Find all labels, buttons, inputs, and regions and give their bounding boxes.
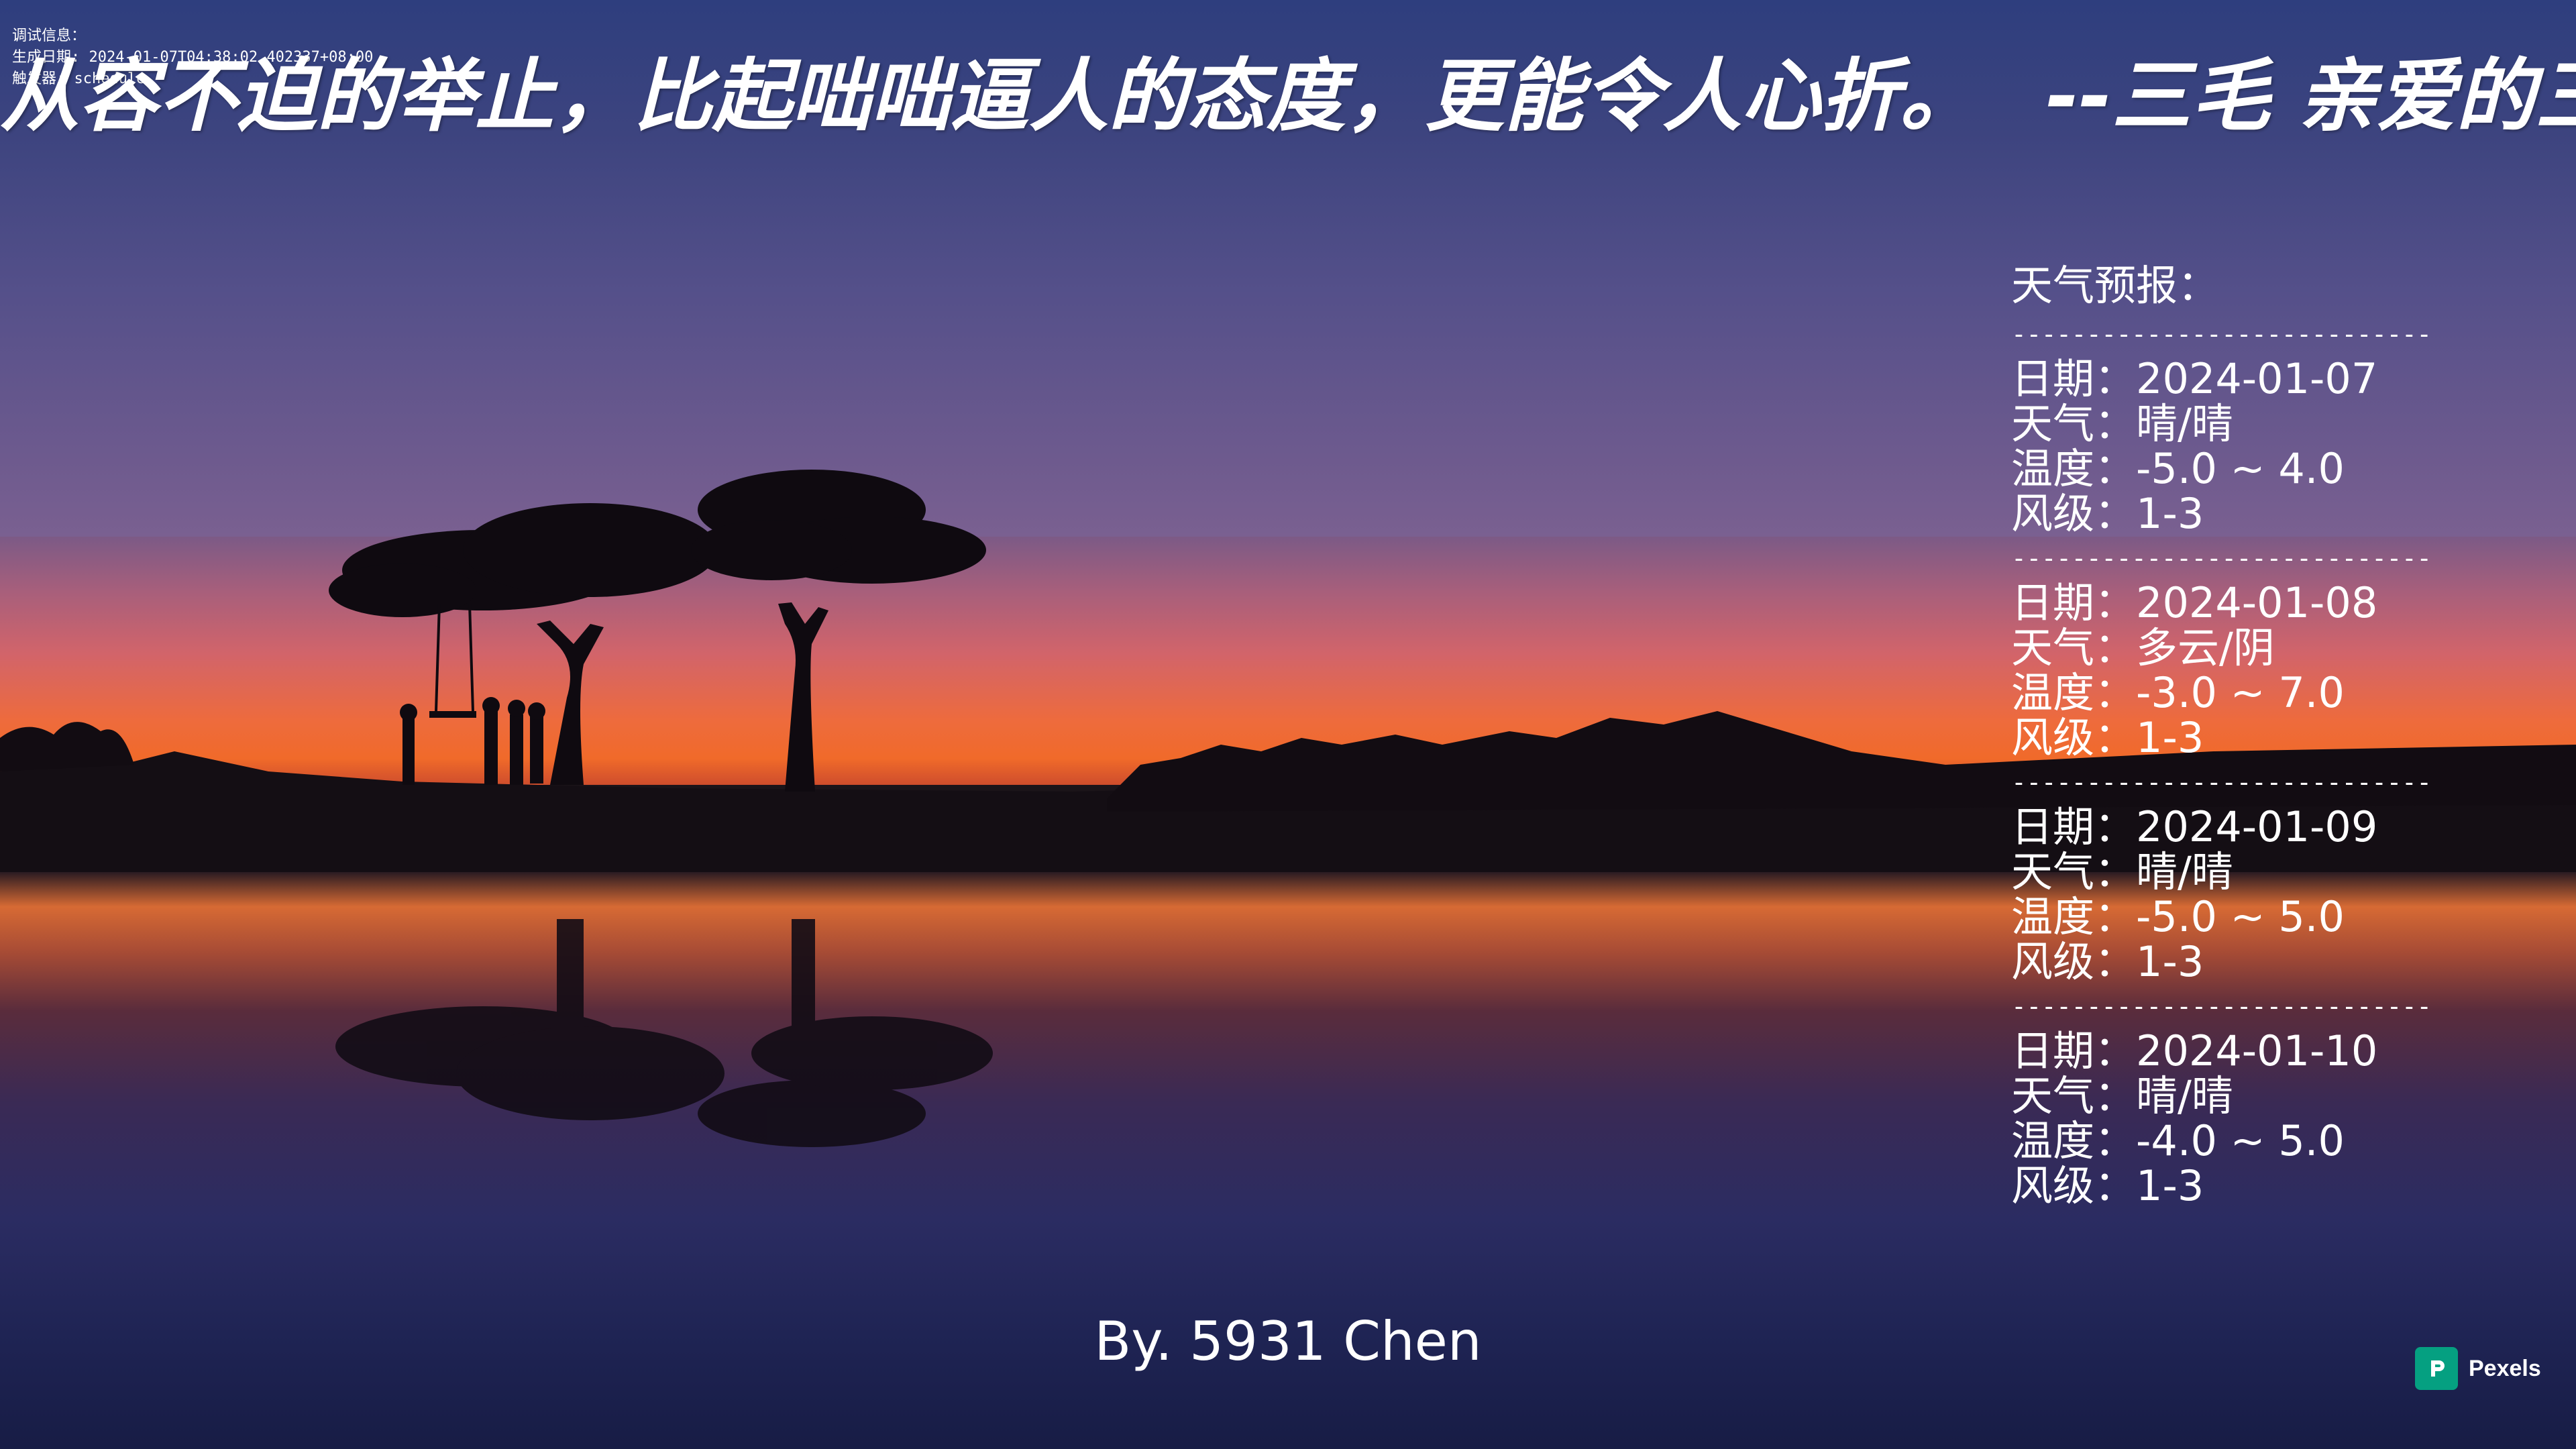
forecast-date: 日期：2024-01-08: [2011, 578, 2378, 627]
credit-name: Pexels: [2469, 1355, 2541, 1381]
forecast-wind: 风级：1-3: [2011, 937, 2204, 986]
forecast-wind: 风级：1-3: [2011, 1161, 2204, 1210]
debug-generated-date: 生成日期: 2024-01-07T04:38:02.402337+08:00: [12, 49, 374, 66]
forecast-condition: 天气：晴/晴: [2011, 1071, 2233, 1120]
forecast-condition: 天气：多云/阴: [2011, 623, 2275, 672]
forecast-day: 日期：2024-01-07 天气：晴/晴 温度：-5.0 ~ 4.0 风级：1-…: [2011, 356, 2440, 536]
pexels-logo-icon: [2415, 1347, 2458, 1390]
separator: ----------------------------: [2011, 991, 2432, 1021]
quote-text: 从容不迫的举止，比起咄咄逼人的态度，更能令人心折。: [0, 50, 1980, 142]
forecast-temperature: 温度：-4.0 ~ 5.0: [2011, 1116, 2345, 1165]
forecast-date: 日期：2024-01-09: [2011, 802, 2378, 851]
quote-banner: 从容不迫的举止，比起咄咄逼人的态度，更能令人心折。 --三毛 亲爱的三毛: [0, 39, 2576, 153]
forecast-temperature: 温度：-5.0 ~ 5.0: [2011, 892, 2345, 941]
separator: ----------------------------: [2011, 543, 2432, 573]
forecast-condition: 天气：晴/晴: [2011, 399, 2233, 448]
author-byline: By. 5931 Chen: [1094, 1310, 1482, 1373]
forecast-day: 日期：2024-01-09 天气：晴/晴 温度：-5.0 ~ 5.0 风级：1-…: [2011, 804, 2440, 984]
sky-dim-band: [0, 0, 2576, 537]
debug-info: 调试信息： 生成日期: 2024-01-07T04:38:02.402337+0…: [12, 25, 373, 90]
photo-credit: Pexels: [2415, 1347, 2541, 1390]
forecast-wind: 风级：1-3: [2011, 489, 2204, 538]
forecast-condition: 天气：晴/晴: [2011, 847, 2233, 896]
separator: ----------------------------: [2011, 767, 2432, 797]
debug-title: 调试信息：: [12, 28, 87, 44]
water-reflection: [0, 872, 2576, 1449]
forecast-day: 日期：2024-01-10 天气：晴/晴 温度：-4.0 ~ 5.0 风级：1-…: [2011, 1028, 2440, 1208]
forecast-day: 日期：2024-01-08 天气：多云/阴 温度：-3.0 ~ 7.0 风级：1…: [2011, 580, 2440, 760]
forecast-temperature: 温度：-5.0 ~ 4.0: [2011, 444, 2345, 493]
forecast-date: 日期：2024-01-07: [2011, 354, 2378, 403]
forecast-temperature: 温度：-3.0 ~ 7.0: [2011, 668, 2345, 717]
debug-trigger: 触发器: schedule: [12, 70, 146, 87]
forecast-date: 日期：2024-01-10: [2011, 1026, 2378, 1075]
weather-forecast-panel: 天气预报： ---------------------------- 日期：20…: [2011, 263, 2440, 1208]
quote-author: --三毛 亲爱的三毛: [2046, 50, 2576, 142]
weather-title: 天气预报：: [2011, 261, 2220, 310]
forecast-wind: 风级：1-3: [2011, 713, 2204, 762]
separator: ----------------------------: [2011, 319, 2432, 349]
